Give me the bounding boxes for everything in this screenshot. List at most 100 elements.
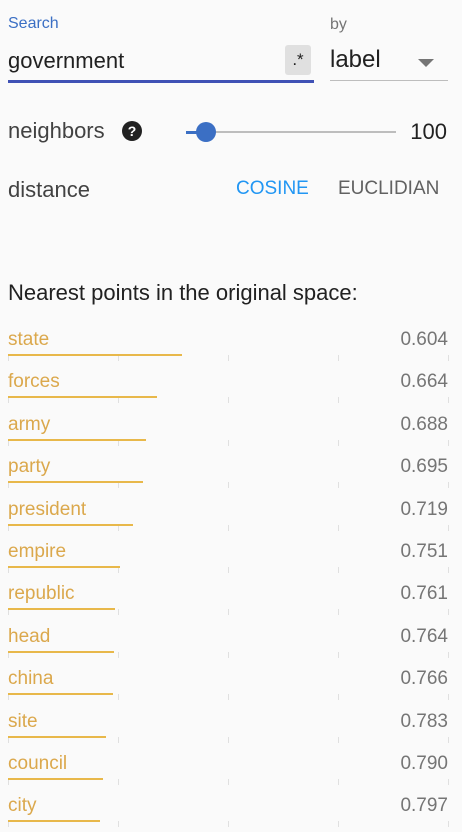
list-item-axis [8, 397, 449, 404]
similarity-bar [8, 650, 115, 653]
list-item-axis [8, 355, 449, 361]
axis-tick [448, 397, 449, 404]
axis-tick [338, 355, 339, 361]
axis-tick [118, 482, 119, 489]
list-item-label[interactable]: head [8, 625, 51, 647]
list-item-value: 0.604 [400, 329, 448, 350]
list-item-value: 0.751 [400, 540, 448, 562]
search-label: Search [8, 15, 59, 32]
axis-tick [118, 736, 119, 743]
by-select[interactable]: label [330, 44, 448, 80]
list-item-value: 0.764 [400, 625, 448, 647]
axis-tick [118, 397, 119, 404]
list-item[interactable]: council 0.790 [8, 746, 449, 788]
list-item-axis [8, 694, 449, 701]
by-label: by [330, 16, 347, 33]
neighbors-slider-track[interactable] [206, 131, 396, 133]
list-item-label[interactable]: china [8, 668, 54, 690]
list-item[interactable]: city 0.797 [8, 788, 449, 830]
list-item[interactable]: party 0.695 [8, 449, 449, 491]
axis-tick [118, 821, 119, 828]
axis-tick [448, 651, 449, 658]
similarity-bar [8, 735, 106, 738]
cosine-button[interactable]: COSINE [236, 178, 309, 199]
similarity-bar [8, 693, 114, 696]
list-item-label[interactable]: state [8, 329, 50, 350]
axis-tick [8, 651, 9, 658]
axis-tick [228, 694, 229, 701]
axis-tick [448, 439, 449, 446]
similarity-bar [8, 396, 157, 399]
axis-tick [448, 355, 449, 361]
help-icon[interactable]: ? [122, 121, 142, 141]
list-item[interactable]: president 0.719 [8, 492, 449, 534]
list-item-label[interactable]: site [8, 710, 38, 732]
axis-tick [118, 778, 119, 785]
list-item-axis [8, 609, 449, 616]
axis-tick [338, 609, 339, 616]
list-item[interactable]: army 0.688 [8, 407, 449, 449]
axis-tick [338, 566, 339, 573]
by-underline [330, 80, 448, 81]
list-item-axis [8, 651, 449, 658]
list-item-label[interactable]: army [8, 413, 51, 435]
axis-tick [448, 524, 449, 531]
axis-tick [8, 524, 9, 531]
axis-tick [8, 821, 9, 828]
axis-tick [8, 355, 9, 361]
similarity-bar [8, 438, 147, 441]
neighbors-label: neighbors [8, 118, 105, 143]
axis-tick [448, 609, 449, 616]
similarity-bar [8, 608, 116, 611]
axis-tick [338, 482, 339, 489]
axis-tick [8, 397, 9, 404]
euclidian-button[interactable]: EUCLIDIAN [338, 178, 440, 199]
axis-tick [118, 651, 119, 658]
neighbors-value: 100 [410, 119, 447, 144]
axis-tick [338, 524, 339, 531]
search-input[interactable] [8, 44, 236, 78]
list-item-label[interactable]: council [8, 752, 68, 774]
regex-toggle-button[interactable]: .* [285, 45, 311, 75]
list-item-label[interactable]: party [8, 456, 51, 478]
list-item-value: 0.688 [400, 413, 448, 435]
list-item-label[interactable]: empire [8, 540, 67, 562]
axis-tick [8, 778, 9, 785]
axis-tick [228, 821, 229, 828]
axis-tick [448, 778, 449, 785]
axis-tick [228, 397, 229, 404]
neighbors-slider-knob[interactable] [196, 122, 216, 142]
chevron-down-icon [418, 59, 434, 67]
axis-tick [8, 566, 9, 573]
list-item[interactable]: state 0.604 [8, 322, 449, 364]
list-item-value: 0.664 [400, 371, 448, 393]
list-item-value: 0.790 [400, 752, 448, 774]
axis-tick [118, 439, 119, 446]
list-item-value: 0.761 [400, 583, 448, 605]
list-item-label[interactable]: president [8, 498, 87, 520]
list-item[interactable]: empire 0.751 [8, 534, 449, 576]
list-item-axis [8, 439, 449, 446]
axis-tick [8, 609, 9, 616]
nearest-points-title: Nearest points in the original space: [8, 280, 358, 305]
list-item[interactable]: site 0.783 [8, 704, 449, 746]
list-item-label[interactable]: forces [8, 371, 60, 393]
list-item-axis [8, 736, 449, 743]
axis-tick [228, 651, 229, 658]
nearest-points-list: state 0.604 forces 0.664 army 0.688 party 0.695… [8, 322, 449, 831]
by-select-value: label [330, 46, 381, 73]
list-item-label[interactable]: republic [8, 583, 75, 605]
list-item[interactable]: republic 0.761 [8, 576, 449, 618]
list-item[interactable]: china 0.766 [8, 661, 449, 703]
list-item-label[interactable]: city [8, 795, 37, 817]
axis-tick [448, 694, 449, 701]
axis-tick [338, 821, 339, 828]
axis-tick [118, 566, 119, 573]
list-item-value: 0.766 [400, 668, 448, 690]
list-item[interactable]: head 0.764 [8, 619, 449, 661]
list-item[interactable]: forces 0.664 [8, 364, 449, 406]
list-item-value: 0.783 [400, 710, 448, 732]
axis-tick [118, 524, 119, 531]
axis-tick [8, 694, 9, 701]
list-item-axis [8, 566, 449, 573]
